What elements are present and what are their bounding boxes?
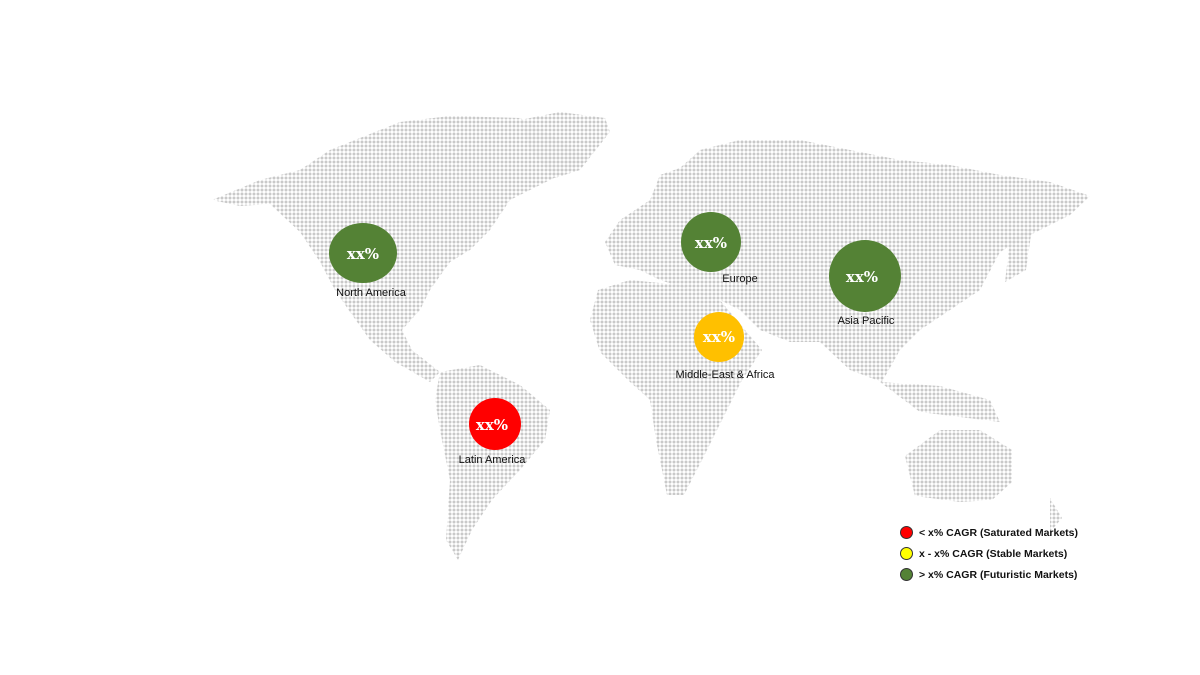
region-label: Europe [722,273,757,285]
red-dot-icon [900,526,913,539]
bubble-value: xx% [703,328,735,346]
bubble-middle-east-africa [694,312,744,362]
bubble-value: xx% [695,234,727,252]
continent-new-zealand [1050,498,1062,532]
continent-australia [905,430,1012,502]
legend-item-stable: x - x% CAGR (Stable Markets) [900,543,1078,564]
bubble-value: xx% [846,268,878,286]
region-asia-pacific: xx% Asia Pacific [829,240,901,327]
bubble-latin-america [469,398,521,450]
continent-south-america [435,365,550,560]
green-dot-icon [900,568,913,581]
bubble-asia-pacific [829,240,901,312]
continent-africa [590,280,762,495]
bubble-value: xx% [347,245,379,263]
bubble-value: xx% [476,416,508,434]
legend-label: < x% CAGR (Saturated Markets) [919,526,1079,539]
legend: < x% CAGR (Saturated Markets) x - x% CAG… [900,522,1078,585]
legend-label: x - x% CAGR (Stable Markets) [919,547,1068,560]
region-label: North America [336,287,407,299]
legend-item-futuristic: > x% CAGR (Futuristic Markets) [900,564,1078,585]
legend-label: > x% CAGR (Futuristic Markets) [919,568,1078,581]
region-label: Middle-East & Africa [675,369,775,381]
region-label: Latin America [459,454,527,466]
legend-item-saturated: < x% CAGR (Saturated Markets) [900,522,1078,543]
bubble-europe [681,212,741,272]
region-latin-america: xx% Latin America [459,398,527,466]
continent-japan [1005,228,1032,282]
region-north-america: xx% North America [329,223,407,299]
region-middle-east-africa: xx% Middle-East & Africa [675,312,775,381]
region-europe: xx% Europe [681,212,758,285]
continent-greenland [520,112,610,178]
bubble-north-america [329,223,397,283]
continent-north-america [212,116,590,382]
region-label: Asia Pacific [838,315,895,327]
continent-se-asia-islands [880,382,1000,422]
yellow-dot-icon [900,547,913,560]
